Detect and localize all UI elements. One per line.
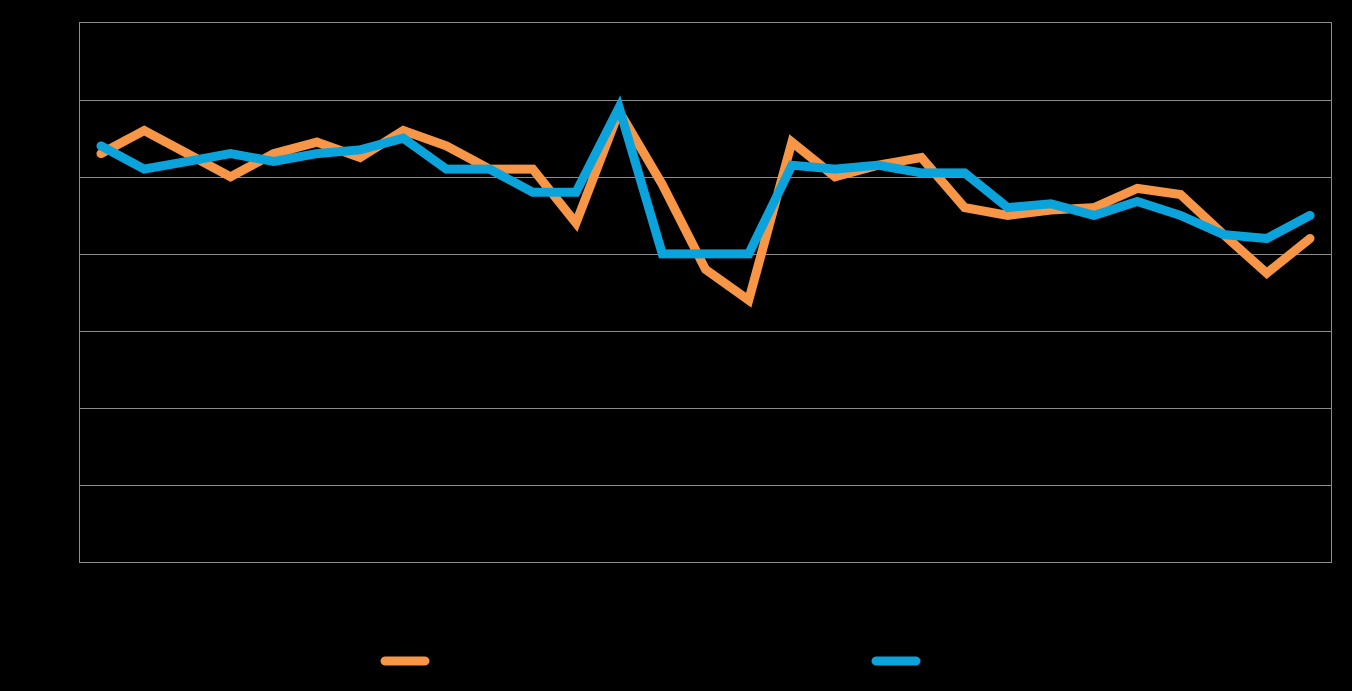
plot-area-border [79,22,1332,563]
gridlines [79,100,1332,486]
series-layer [96,95,1315,308]
series-2-line [96,95,1315,259]
series-1-line [96,100,1315,308]
